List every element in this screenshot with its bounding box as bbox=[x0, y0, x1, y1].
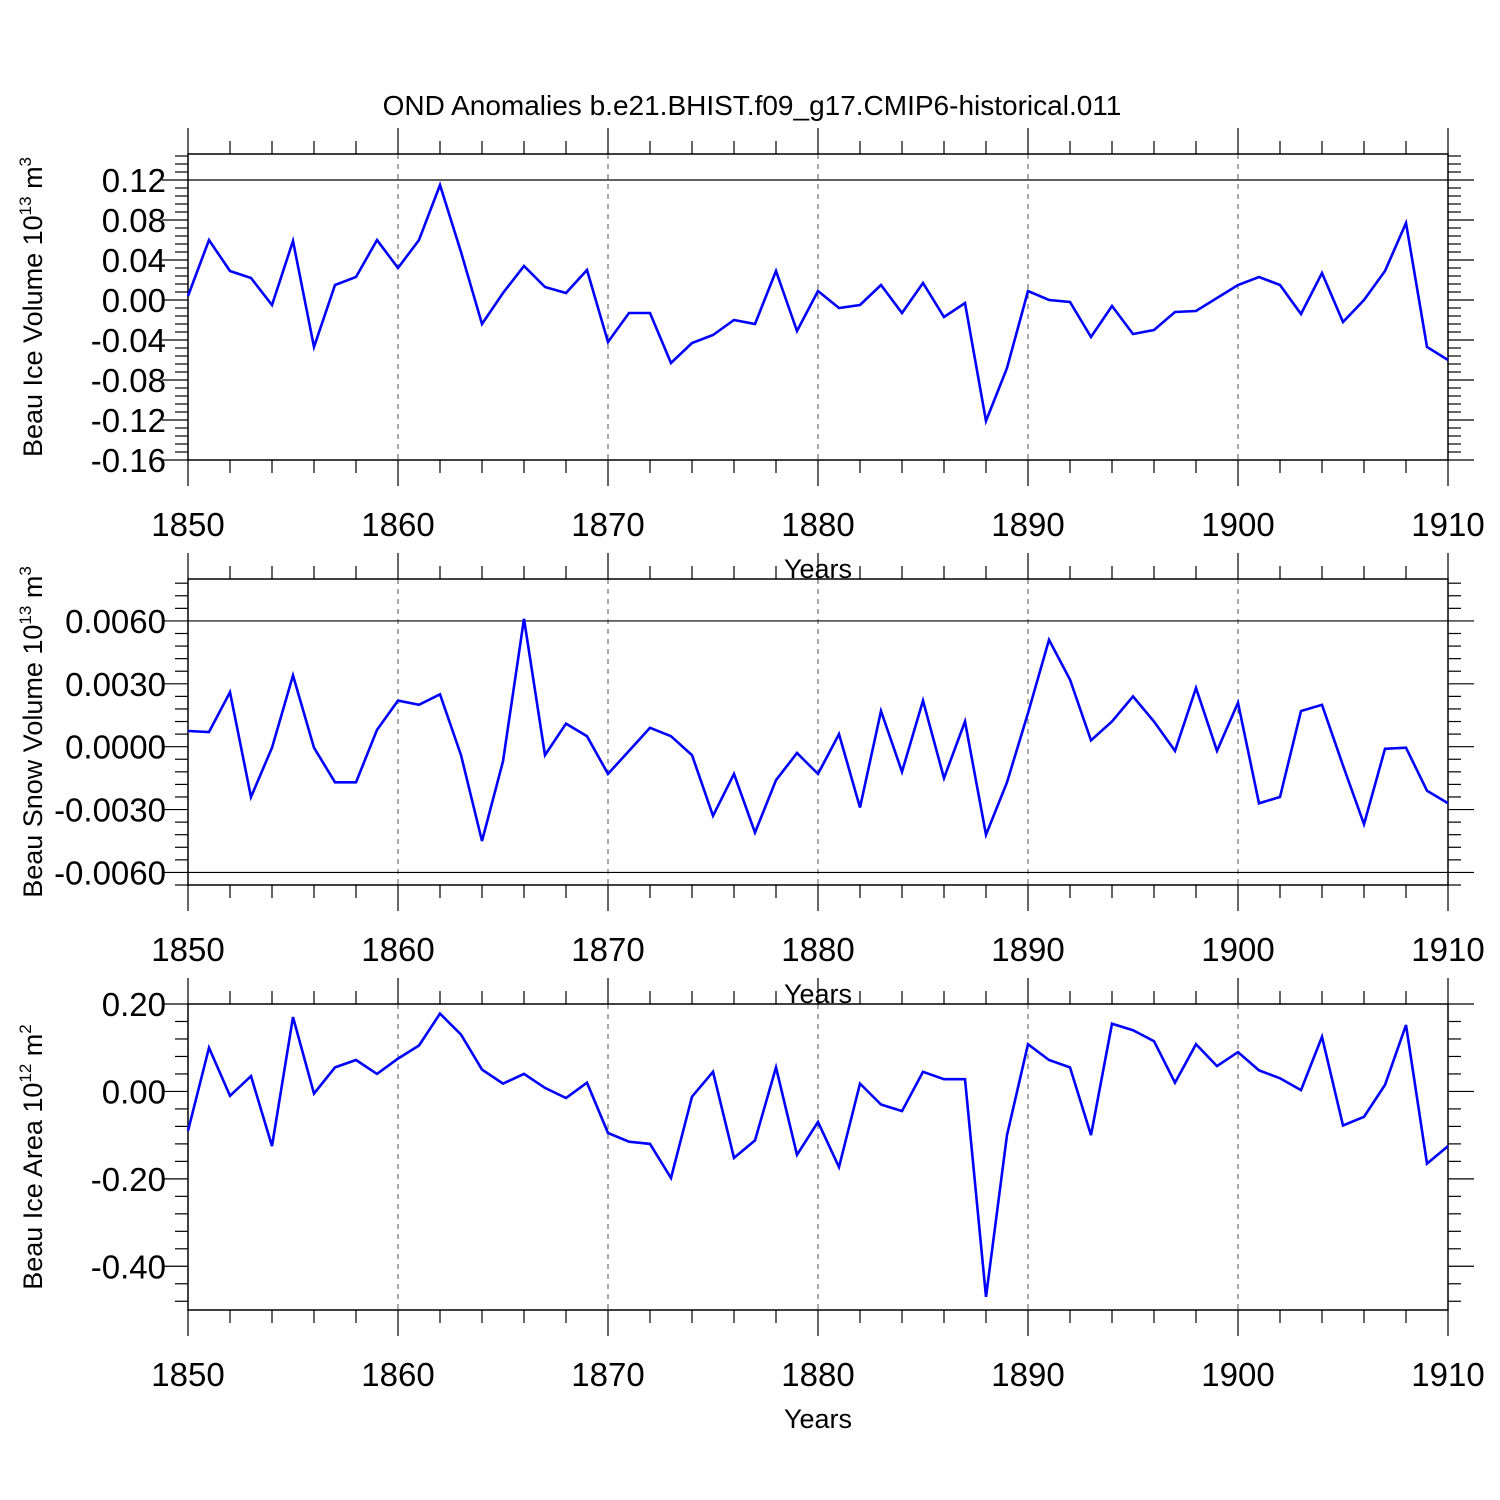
x-tick-label: 1860 bbox=[361, 1356, 434, 1393]
x-tick-label: 1860 bbox=[361, 931, 434, 968]
y-axis-title: Beau Ice Area 1012 m2 bbox=[16, 1024, 48, 1290]
y-tick-label: 0.0030 bbox=[65, 666, 166, 703]
chart-panel-ice-volume: 0.120.080.040.00-0.04-0.08-0.12-0.16 1850… bbox=[16, 128, 1485, 584]
chart-panel-ice-area: 0.20 0.00 -0.20 -0.40 1850 1860 1870 1880 1890 19… bbox=[16, 978, 1485, 1434]
x-tick-label: 1910 bbox=[1411, 506, 1484, 543]
y-tick-label: -0.0060 bbox=[54, 854, 166, 891]
x-tick-label: 1890 bbox=[991, 1356, 1064, 1393]
x-tick-label: 1860 bbox=[361, 506, 434, 543]
x-tick-label: 1880 bbox=[781, 1356, 854, 1393]
x-tick-label: 1880 bbox=[781, 506, 854, 543]
x-tick-label: 1850 bbox=[151, 931, 224, 968]
y-tick-label: 0.04 bbox=[102, 242, 166, 279]
series-line-snow-volume bbox=[187, 618, 1449, 842]
series-line-ice-volume bbox=[186, 181, 1449, 426]
y-tick-label: -0.20 bbox=[91, 1161, 166, 1198]
x-tick-label: 1910 bbox=[1411, 1356, 1484, 1393]
x-tick-label: 1880 bbox=[781, 931, 854, 968]
y-axis-title: Beau Snow Volume 1013 m3 bbox=[16, 566, 48, 898]
y-tick-label: 0.0060 bbox=[65, 603, 166, 640]
y-tick-label: -0.0030 bbox=[54, 792, 166, 829]
x-tick-label: 1870 bbox=[571, 931, 644, 968]
y-tick-label: 0.00 bbox=[102, 282, 166, 319]
x-tick-label: 1910 bbox=[1411, 931, 1484, 968]
x-tick-label: 1900 bbox=[1201, 506, 1274, 543]
y-tick-label: 0.12 bbox=[102, 162, 166, 199]
chart-panel-snow-volume: 0.0060 0.0030 0.0000 -0.0030 -0.0060 1850 1860… bbox=[16, 553, 1485, 1009]
x-tick-label: 1900 bbox=[1201, 1356, 1274, 1393]
y-tick-label: 0.00 bbox=[102, 1073, 166, 1110]
x-tick-label: 1850 bbox=[151, 506, 224, 543]
y-tick-label: -0.04 bbox=[91, 322, 166, 359]
y-tick-label: -0.12 bbox=[91, 402, 166, 439]
x-tick-label: 1890 bbox=[991, 931, 1064, 968]
y-tick-label: 0.08 bbox=[102, 202, 166, 239]
chart-title: OND Anomalies b.e21.BHIST.f09_g17.CMIP6-… bbox=[383, 90, 1122, 121]
y-axis-title: Beau Ice Volume 1013 m3 bbox=[16, 157, 48, 457]
series-line-ice-area bbox=[186, 1011, 1449, 1298]
y-tick-label: -0.08 bbox=[91, 362, 166, 399]
x-tick-label: 1850 bbox=[151, 1356, 224, 1393]
x-tick-label: 1870 bbox=[571, 1356, 644, 1393]
y-tick-label: -0.16 bbox=[91, 442, 166, 479]
x-tick-label: 1870 bbox=[571, 506, 644, 543]
y-tick-label: 0.0000 bbox=[65, 729, 166, 766]
x-axis-title: Years bbox=[784, 1404, 852, 1434]
y-tick-label: 0.20 bbox=[102, 986, 166, 1023]
x-tick-label: 1900 bbox=[1201, 931, 1274, 968]
x-tick-label: 1890 bbox=[991, 506, 1064, 543]
y-tick-label: -0.40 bbox=[91, 1248, 166, 1285]
